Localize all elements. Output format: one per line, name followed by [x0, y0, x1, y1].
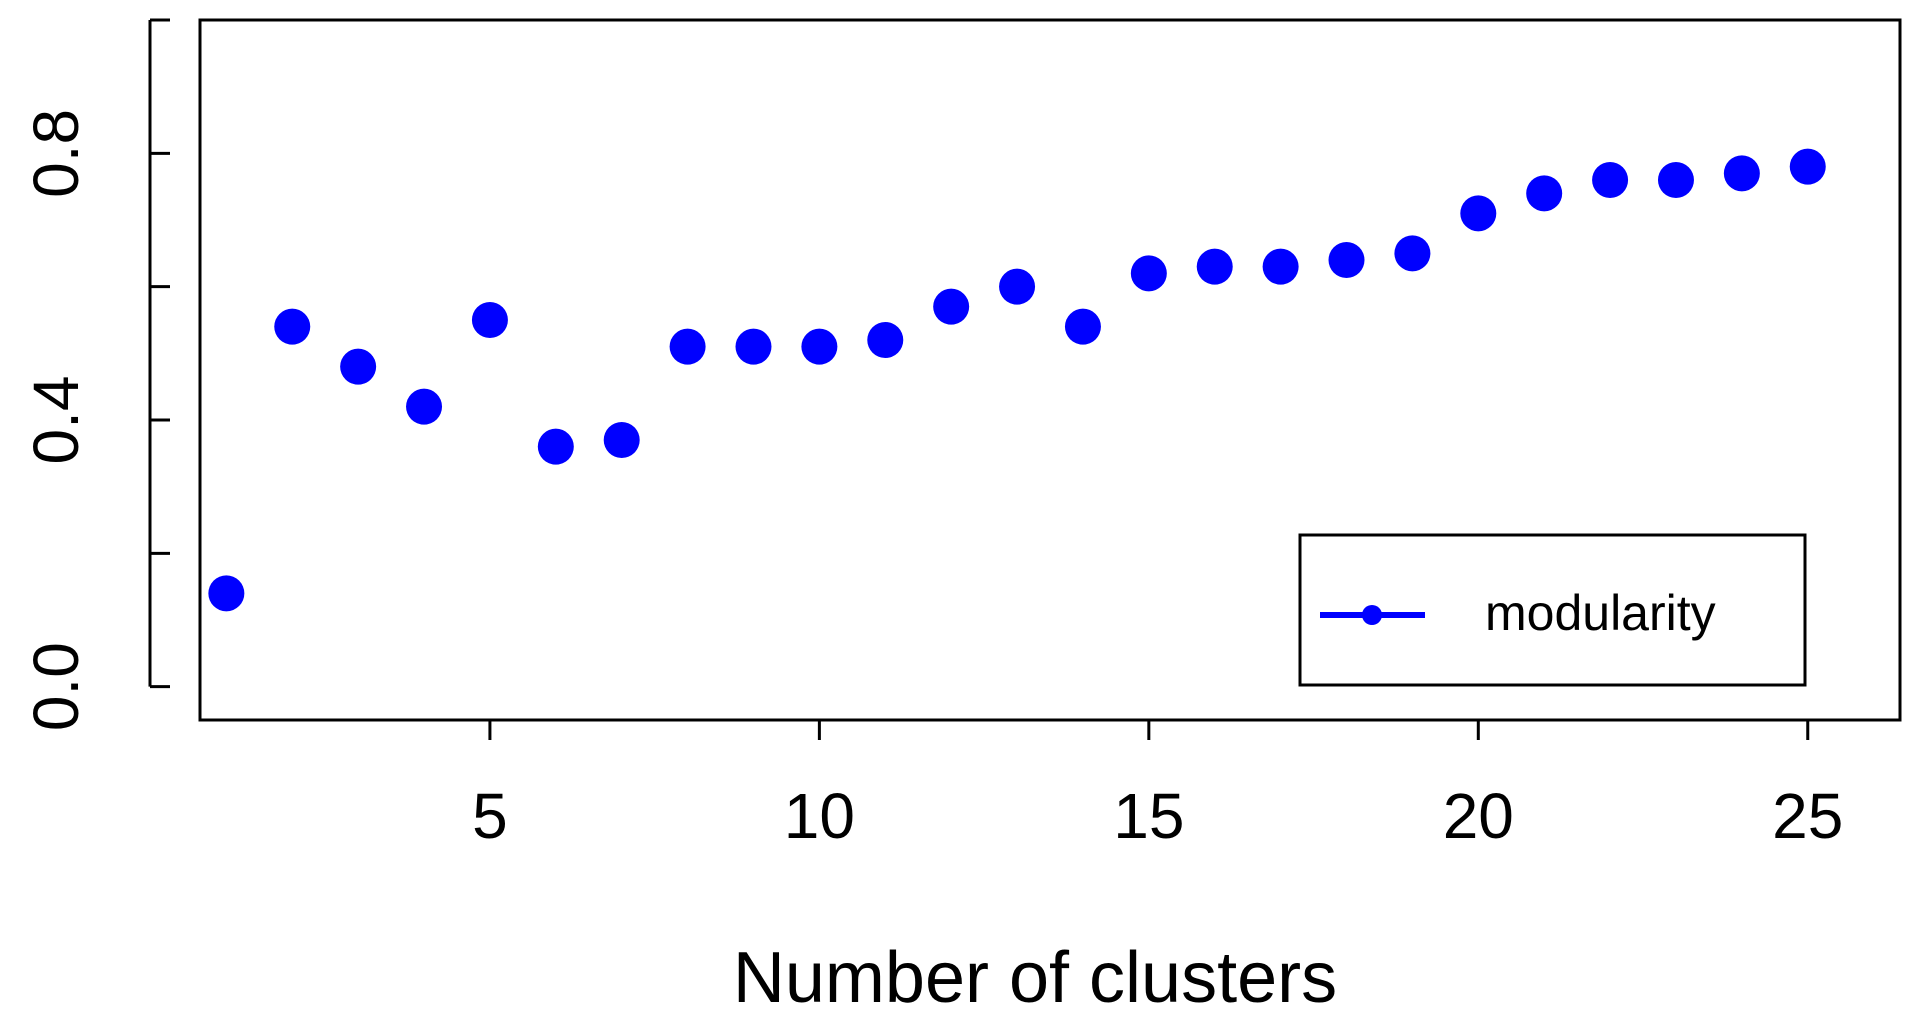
data-point	[1526, 175, 1563, 212]
data-point	[1064, 308, 1101, 345]
data-point	[471, 302, 508, 338]
data-point	[1262, 248, 1299, 285]
legend: modularity	[1298, 533, 1807, 687]
x-axis-tick-label: 20	[1443, 780, 1514, 852]
data-point	[933, 288, 970, 325]
data-point	[1460, 195, 1497, 232]
x-axis-tick-label: 10	[784, 780, 855, 852]
data-point	[1196, 248, 1233, 285]
data-point	[1723, 155, 1760, 192]
data-point	[406, 388, 443, 425]
legend-series-marker	[1362, 605, 1382, 625]
data-point	[340, 348, 377, 385]
data-point	[1592, 162, 1629, 198]
x-axis-tick-label: 15	[1113, 780, 1184, 852]
y-axis: 0.0 0.4 0.8	[20, 18, 170, 731]
plot-area-frame	[198, 18, 1902, 722]
legend-box	[1298, 533, 1807, 687]
data-point	[999, 268, 1036, 305]
data-point	[801, 328, 838, 365]
data-point	[1130, 255, 1167, 292]
x-axis-tick-label: 5	[472, 780, 508, 852]
data-point	[1394, 235, 1431, 272]
data-point	[735, 328, 772, 365]
data-point	[1328, 242, 1365, 278]
y-axis-tick-label: 0.4	[20, 376, 92, 465]
legend-series-label: modularity	[1485, 585, 1716, 641]
y-axis-tick-label: 0.0	[20, 642, 92, 731]
x-axis: 5 10 15 20 25	[472, 720, 1843, 852]
data-point	[867, 322, 904, 358]
data-point	[274, 308, 311, 345]
data-point	[669, 328, 706, 365]
data-point	[603, 422, 640, 458]
data-point	[537, 428, 574, 465]
y-axis-tick-label: 0.8	[20, 109, 92, 198]
x-axis-label: Number of clusters	[733, 938, 1337, 1018]
data-point	[208, 575, 245, 612]
data-point	[1657, 162, 1694, 198]
data-point	[1789, 148, 1826, 185]
x-axis-tick-label: 25	[1772, 780, 1843, 852]
data-points	[208, 148, 1826, 612]
